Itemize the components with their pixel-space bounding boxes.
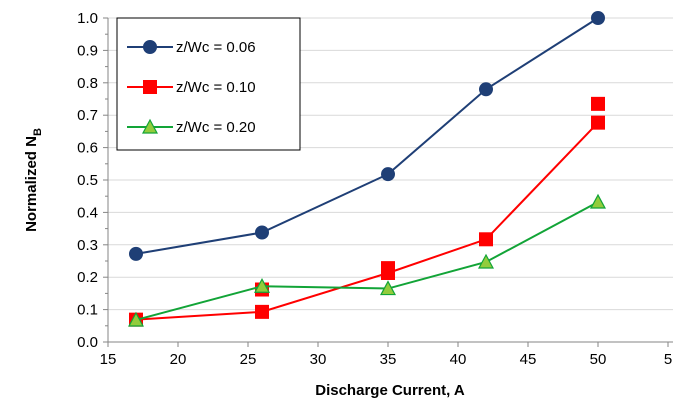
y-tick-label: 0.4 [77,204,98,221]
series-line-square [135,121,599,321]
legend: z/Wc = 0.06 z/Wc = 0.10 z/Wc = 0.20 [116,17,301,151]
x-tick-label: 40 [450,351,467,368]
x-tick-label: 15 [100,351,117,368]
y-tick-label: 0.5 [77,172,98,189]
x-tick-label: 5 [664,351,672,368]
y-axis-title-main: Normalized N [23,136,40,232]
data-point-circle [381,167,395,182]
axis-ticks: 0.0 0.1 0.2 0.3 0.4 0.5 0.6 0.7 0.8 0.9 1.0 15 20 25 3… [77,10,672,368]
x-tick-label: 50 [590,351,607,368]
legend-marker-triangle [141,118,159,134]
data-point-circle [255,225,269,240]
y-tick-label: 0.8 [77,75,98,92]
y-axis-title: Normalized NB [23,128,44,232]
x-tick-label: 30 [310,351,327,368]
series-layer [127,11,607,327]
x-tick-label: 20 [170,351,187,368]
data-point-circle [129,246,143,261]
data-point-circle [479,82,493,97]
data-point-triangle [127,311,145,327]
legend-item-triangle: z/Wc = 0.20 [127,118,256,136]
y-tick-label: 0.6 [77,140,98,157]
x-axis-title: Discharge Current, A [315,382,465,399]
legend-marker-circle [143,40,157,54]
y-tick-label: 0.7 [77,107,98,124]
data-point-triangle [379,280,397,296]
y-tick-label: 1.0 [77,10,98,27]
data-point-square [255,304,269,319]
x-tick-label: 35 [380,351,397,368]
series-triangle [127,193,607,327]
legend-label-square: z/Wc = 0.10 [176,79,256,96]
legend-item-circle: z/Wc = 0.06 [127,39,256,56]
y-axis-title-subscript: B [32,128,44,136]
x-tick-label: 45 [520,351,537,368]
data-point-triangle [253,278,271,293]
data-point-circle [591,11,605,25]
legend-label-triangle: z/Wc = 0.20 [176,119,256,136]
legend-marker-square [143,80,157,94]
series-square [129,96,605,327]
data-point-triangle [589,193,607,209]
y-tick-label: 0.3 [77,237,98,254]
x-tick-label: 25 [240,351,257,368]
data-point-square [479,232,493,247]
series-circle [129,11,605,261]
data-point-square [381,261,395,276]
data-point-triangle [477,253,495,269]
y-tick-label: 0.9 [77,42,98,59]
legend-item-square: z/Wc = 0.10 [127,79,256,96]
y-tick-label: 0.2 [77,269,98,286]
data-point-square [591,96,605,111]
y-tick-label: 0.1 [77,302,98,319]
y-tick-label: 0.0 [77,334,98,351]
data-point-square [591,115,605,130]
legend-label-circle: z/Wc = 0.06 [176,39,256,56]
series-line-triangle [135,201,599,321]
